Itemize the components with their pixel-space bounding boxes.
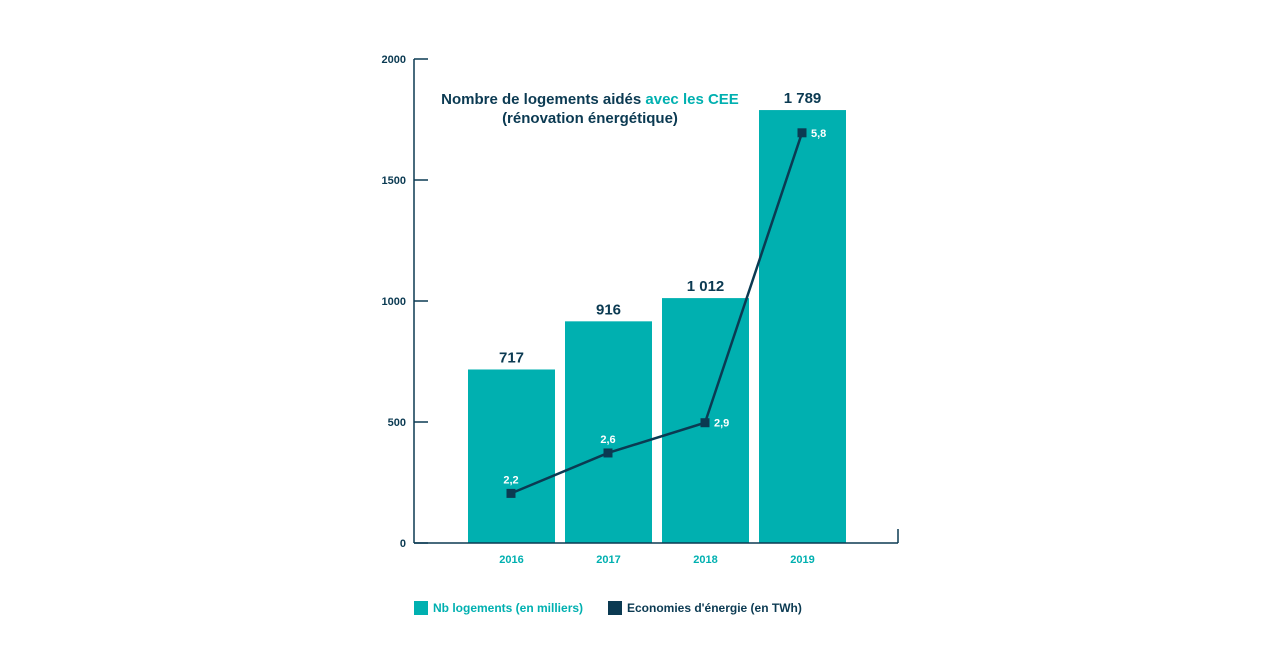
line-series-group (506, 128, 807, 498)
bar-value-label: 1 789 (784, 90, 822, 107)
line-point-marker (700, 418, 710, 428)
chart-title-accent: avec les CEE (645, 91, 738, 108)
legend-bar-label: Nb logements (en milliers) (433, 601, 583, 615)
line-series-path (510, 132, 804, 495)
y-tick-label: 2000 (382, 54, 406, 66)
line-point-label: 2,2 (503, 474, 518, 486)
y-tick-label: 500 (388, 417, 406, 429)
x-category-label: 2017 (596, 554, 620, 566)
y-tick-label: 0 (400, 538, 406, 550)
y-tick-label: 1500 (382, 175, 406, 187)
x-category-label: 2019 (790, 554, 814, 566)
y-tick-label: 1000 (382, 296, 406, 308)
bar-2016 (468, 369, 555, 543)
legend-bar-swatch (414, 601, 428, 615)
line-point-label: 2,6 (600, 434, 615, 446)
chart-title-line1: Nombre de logements aidés avec les CEE (441, 91, 739, 108)
line-point-marker (506, 488, 516, 498)
legend-line-swatch (608, 601, 622, 615)
bar-2019 (759, 110, 846, 543)
chart-title-part1: Nombre de logements aidés (441, 91, 645, 108)
x-category-label: 2018 (693, 554, 717, 566)
axes-group: 0 500 1000 1500 2000 2016 2017 2018 2019 (382, 54, 899, 566)
chart-title-line2: (rénovation énergétique) (502, 110, 678, 127)
bar-value-label: 916 (596, 301, 621, 318)
bar-2017 (565, 321, 652, 543)
line-point-label: 5,8 (811, 128, 826, 140)
legend-line-label: Economies d'énergie (en TWh) (627, 601, 802, 615)
line-point-marker (603, 448, 613, 458)
labels-group: 717 916 1 012 1 789 2,2 2,6 2,9 5,8 (499, 90, 826, 486)
bar-value-label: 1 012 (687, 278, 725, 295)
x-category-label: 2016 (499, 554, 523, 566)
bar-value-label: 717 (499, 349, 524, 366)
line-point-label: 2,9 (714, 418, 729, 430)
line-point-marker (797, 128, 807, 138)
bars-group (468, 110, 846, 543)
legend: Nb logements (en milliers) Economies d'é… (414, 601, 802, 615)
